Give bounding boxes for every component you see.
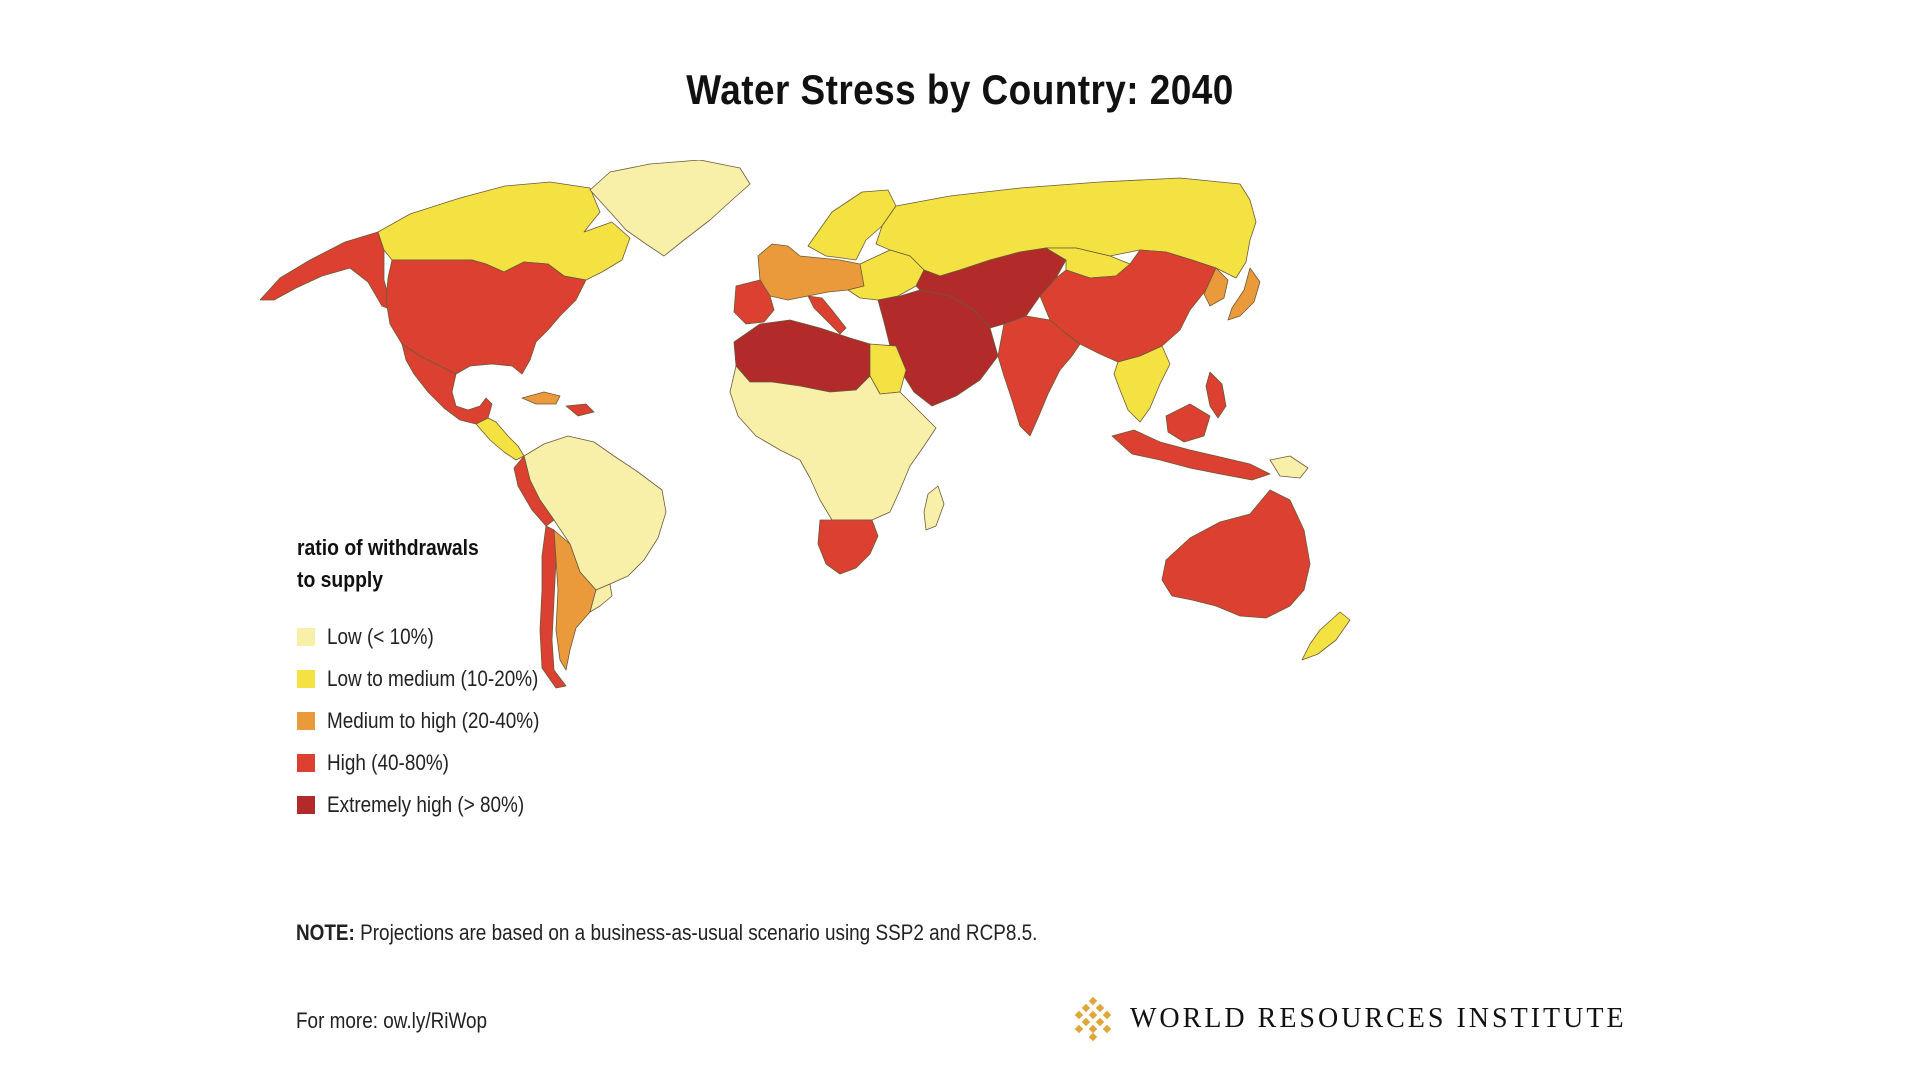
legend-title: ratio of withdrawals to supply — [297, 532, 587, 596]
legend-label-high: High (40-80%) — [327, 750, 449, 775]
wri-logo-text: WORLD RESOURCES INSTITUTE — [1130, 1003, 1627, 1034]
legend-item-low-to-medium: Low to medium (10-20%) — [297, 658, 627, 700]
region-southeast-asia — [1113, 345, 1171, 423]
region-borneo — [1165, 403, 1211, 443]
note-text: Projections are based on a business-as-u… — [354, 920, 1038, 945]
region-caribbean — [521, 391, 561, 405]
region-australia — [1161, 489, 1311, 619]
legend-title-line1: ratio of withdrawals — [297, 535, 479, 560]
note-label: NOTE: — [296, 920, 355, 945]
region-korea-japan — [1203, 267, 1229, 307]
legend-item-medium-to-high: Medium to high (20-40%) — [297, 700, 627, 742]
legend-swatch-extremely-high — [297, 796, 315, 814]
region-alaska — [260, 231, 393, 311]
legend-label-medium-to-high: Medium to high (20-40%) — [327, 708, 540, 733]
legend-title-line2: to supply — [297, 567, 384, 592]
world-map — [260, 160, 1680, 840]
region-madagascar — [923, 485, 945, 531]
region-central-america — [475, 417, 525, 461]
legend-item-extremely-high: Extremely high (> 80%) — [297, 784, 627, 826]
region-caribbean-east — [565, 403, 595, 417]
region-greenland — [589, 160, 751, 257]
note: NOTE: Projections are based on a busines… — [296, 920, 1037, 946]
region-india — [997, 315, 1081, 437]
region-japan — [1227, 267, 1261, 321]
legend: ratio of withdrawals to supply Low (< 10… — [297, 532, 627, 826]
region-iberia — [733, 279, 775, 325]
region-italy — [807, 295, 847, 335]
wri-logo: WORLD RESOURCES INSTITUTE — [1070, 996, 1627, 1042]
region-uruguay — [589, 583, 613, 613]
legend-label-low: Low (< 10%) — [327, 624, 434, 649]
legend-swatch-high — [297, 754, 315, 772]
legend-label-low-to-medium: Low to medium (10-20%) — [327, 666, 539, 691]
legend-label-extremely-high: Extremely high (> 80%) — [327, 792, 525, 817]
region-philippines — [1205, 371, 1227, 419]
region-southern-africa — [817, 519, 879, 575]
region-sub-saharan-africa — [729, 365, 937, 521]
legend-swatch-medium-to-high — [297, 712, 315, 730]
region-new-zealand — [1301, 611, 1351, 661]
region-mexico — [401, 343, 493, 425]
more-link[interactable]: For more: ow.ly/RiWop — [296, 1008, 488, 1033]
region-indonesia — [1111, 429, 1271, 481]
legend-item-low: Low (< 10%) — [297, 616, 627, 658]
legend-swatch-low — [297, 628, 315, 646]
region-argentina — [553, 529, 597, 671]
legend-item-high: High (40-80%) — [297, 742, 627, 784]
wri-logo-icon — [1074, 996, 1112, 1042]
world-map-svg — [260, 160, 1351, 689]
legend-swatch-low-to-medium — [297, 670, 315, 688]
region-papua-new-guinea — [1269, 455, 1309, 479]
region-north-africa — [733, 319, 871, 393]
page-title: Water Stress by Country: 2040 — [686, 66, 1234, 113]
